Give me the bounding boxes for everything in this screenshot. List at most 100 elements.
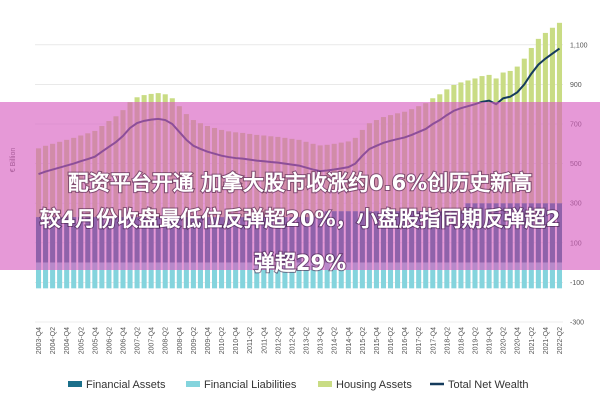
bar xyxy=(92,262,98,289)
bar xyxy=(254,262,260,289)
x-tick-label: 2020-Q4 xyxy=(515,327,522,354)
x-tick-label: 2012-Q4 xyxy=(289,327,296,354)
bar xyxy=(423,262,429,289)
x-tick-label: 2008-Q2 xyxy=(163,327,170,354)
x-tick-label: 2005-Q2 xyxy=(78,327,85,354)
bar xyxy=(542,262,548,289)
bar xyxy=(409,262,415,289)
bar xyxy=(556,262,563,289)
bar xyxy=(338,262,344,289)
bar xyxy=(303,262,309,289)
bar xyxy=(528,262,534,289)
bar xyxy=(402,262,408,289)
bar xyxy=(78,262,84,289)
bar xyxy=(211,262,218,289)
bar xyxy=(535,262,541,289)
legend-swatch xyxy=(68,381,82,387)
bar xyxy=(444,262,450,289)
x-tick-label: 2006-Q4 xyxy=(121,327,128,354)
x-tick-label: 2014-Q4 xyxy=(346,327,353,354)
x-tick-label: 2019-Q4 xyxy=(487,327,494,354)
bar xyxy=(134,262,140,289)
x-tick-label: 2010-Q2 xyxy=(219,327,226,354)
y-tick-label: 900 xyxy=(570,82,582,89)
bar xyxy=(451,262,457,289)
x-tick-label: 2011-Q4 xyxy=(261,327,268,354)
bar xyxy=(275,262,281,289)
x-tick-label: 2010-Q4 xyxy=(233,327,240,354)
bar xyxy=(486,262,492,289)
y-tick-label: -100 xyxy=(570,280,584,287)
x-tick-label: 2015-Q2 xyxy=(360,327,367,354)
y-tick-label: 1,100 xyxy=(570,42,588,49)
x-tick-label: 2007-Q4 xyxy=(149,327,156,354)
bar xyxy=(71,262,77,289)
bar xyxy=(197,262,203,289)
x-tick-label: 2015-Q4 xyxy=(374,327,381,354)
x-tick-label: 2021-Q4 xyxy=(543,327,550,354)
bar xyxy=(120,262,126,289)
bar xyxy=(85,262,91,289)
bar xyxy=(310,262,316,289)
bar xyxy=(57,262,63,289)
x-tick-label: 2009-Q2 xyxy=(191,327,198,354)
bar xyxy=(141,262,147,289)
legend-swatch xyxy=(318,381,332,387)
bar xyxy=(261,262,267,289)
bar xyxy=(437,262,443,289)
bar xyxy=(148,262,154,289)
x-tick-label: 2012-Q2 xyxy=(275,327,282,354)
bar xyxy=(514,262,520,289)
x-tick-label: 2021-Q2 xyxy=(529,327,536,354)
legend-item: Financial Assets xyxy=(68,379,166,391)
bar xyxy=(416,262,422,289)
bar xyxy=(380,262,387,289)
banner-text: 弹超29% xyxy=(254,251,346,275)
bar xyxy=(169,262,175,289)
bar xyxy=(359,262,365,289)
bar xyxy=(204,262,211,289)
bar xyxy=(472,262,478,289)
bar xyxy=(247,262,253,289)
bar xyxy=(373,262,379,289)
banner-background xyxy=(0,102,600,270)
bar xyxy=(50,262,56,289)
legend-item: Total Net Wealth xyxy=(430,379,529,391)
bar xyxy=(387,262,394,289)
legend-item: Financial Liabilities xyxy=(186,379,297,391)
bar xyxy=(268,262,274,289)
x-tick-label: 2019-Q2 xyxy=(473,327,480,354)
bar xyxy=(345,262,351,289)
bar xyxy=(352,262,358,289)
banner-text: 较4月份收盘最低位反弹超20%，小盘股指同期反弹超2 xyxy=(40,207,561,231)
bar xyxy=(127,262,133,289)
bar xyxy=(549,262,555,289)
x-tick-label: 2013-Q4 xyxy=(318,327,325,354)
bar xyxy=(479,262,485,289)
x-tick-label: 2014-Q2 xyxy=(332,327,339,354)
bar xyxy=(162,262,168,289)
bar xyxy=(226,262,232,289)
banner-text: 配资平台开通 加拿大股市收涨约0.6%创历史新高 xyxy=(68,171,533,195)
x-tick-label: 2009-Q4 xyxy=(205,327,212,354)
x-tick-label: 2016-Q2 xyxy=(388,327,395,354)
bar xyxy=(240,262,246,289)
bar xyxy=(190,262,196,289)
bar xyxy=(493,262,499,289)
bar xyxy=(465,262,471,289)
bar xyxy=(521,262,527,289)
x-tick-label: 2011-Q2 xyxy=(247,327,254,354)
x-tick-label: 2004-Q2 xyxy=(50,327,57,354)
x-tick-label: 2007-Q2 xyxy=(135,327,142,354)
y-tick-label: -300 xyxy=(570,320,584,327)
x-tick-label: 2004-Q4 xyxy=(64,327,71,354)
bar xyxy=(233,262,239,289)
x-tick-label: 2018-Q4 xyxy=(458,327,465,354)
x-tick-label: 2017-Q4 xyxy=(430,327,437,354)
x-tick-label: 2008-Q4 xyxy=(177,327,184,354)
bar xyxy=(324,262,330,289)
x-tick-label: 2005-Q4 xyxy=(92,327,99,354)
bar xyxy=(458,262,464,289)
bar xyxy=(395,262,401,289)
